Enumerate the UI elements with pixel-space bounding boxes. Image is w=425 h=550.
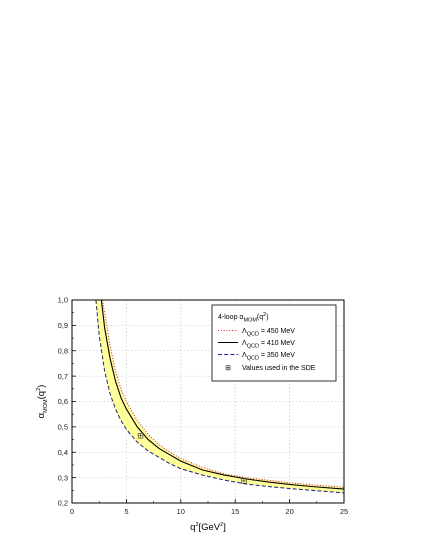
sde-marker-1 — [241, 478, 247, 484]
x-tick-label: 5 — [124, 507, 128, 516]
legend-label-tail: = 350 MeV — [259, 352, 295, 359]
legend-label-sub: QCD — [247, 332, 259, 338]
legend-label-1: ΛQCD = 410 MeV — [242, 340, 295, 350]
y-tick-label: 0,3 — [58, 473, 68, 482]
legend-label-sub: QCD — [247, 356, 259, 362]
legend-label-tail: = 410 MeV — [259, 340, 295, 347]
y-axis-label-sub: MOM — [43, 399, 49, 413]
series-layer — [95, 300, 344, 494]
legend-title-end: ) — [266, 314, 268, 321]
legend-label-0: ΛQCD = 450 MeV — [242, 328, 295, 338]
tick-labels: 0 5 10 15 20 25 0,2 0,3 0,4 0,5 0,6 0,7 0,8 0,9 1,0 — [58, 296, 349, 516]
y-tick-label: 0,6 — [58, 397, 68, 406]
series-line-2 — [95, 300, 344, 494]
x-axis-label-base: q — [190, 522, 195, 533]
legend-label-base: Λ — [242, 340, 247, 347]
legend-label-base: Λ — [242, 352, 247, 359]
y-axis-label-base: α — [36, 412, 47, 418]
y-tick-label: 0,7 — [58, 372, 68, 381]
legend-title: 4-loop αMOM(q2) — [218, 312, 269, 324]
marker-layer — [137, 433, 247, 484]
legend-label-tail: = 450 MeV — [259, 328, 295, 335]
y-axis-label-sup: 2 — [36, 388, 42, 391]
legend-label-sub: QCD — [247, 344, 259, 350]
y-tick-label: 0,2 — [58, 499, 68, 508]
y-axis-label: αMOM(q2) — [36, 385, 49, 419]
legend-title-sub: MOM — [243, 318, 257, 324]
legend-title-tail: (q — [257, 314, 263, 321]
x-tick-label: 20 — [285, 507, 293, 516]
y-tick-label: 0,8 — [58, 346, 68, 355]
x-axis-label-sup2: 2 — [220, 522, 223, 528]
y-tick-label: 0,4 — [58, 448, 68, 457]
x-tick-label: 10 — [177, 507, 185, 516]
sde-marker-0 — [137, 433, 144, 439]
x-tick-label: 25 — [340, 507, 348, 516]
legend-title-base: 4-loop α — [218, 314, 243, 321]
y-tick-label: 0,9 — [58, 321, 68, 330]
series-line-0 — [101, 300, 344, 488]
legend-label-base: Λ — [242, 328, 247, 335]
y-axis-label-tail: (q — [36, 391, 47, 399]
x-axis-label-sup: 2 — [195, 522, 198, 528]
legend-marker-symbol: ⊞ — [225, 365, 231, 372]
legend-marker-label: Values used in the SDE — [242, 365, 316, 372]
legend-label-2: ΛQCD = 350 MeV — [242, 352, 295, 362]
x-tick-label: 15 — [231, 507, 239, 516]
series-line-1 — [100, 300, 344, 490]
x-tick-label: 0 — [70, 507, 74, 516]
y-tick-label: 1,0 — [58, 296, 68, 305]
legend-title-sup: 2 — [263, 312, 266, 318]
uncertainty-band — [95, 300, 344, 493]
x-axis-label-end: ] — [223, 522, 226, 533]
y-tick-label: 0,5 — [58, 423, 68, 432]
x-axis-label: q2[GeV2] — [190, 522, 226, 533]
axis-ticks — [71, 299, 345, 504]
y-axis-label-end: ) — [36, 385, 47, 388]
x-axis-label-tail: [GeV — [199, 522, 221, 533]
